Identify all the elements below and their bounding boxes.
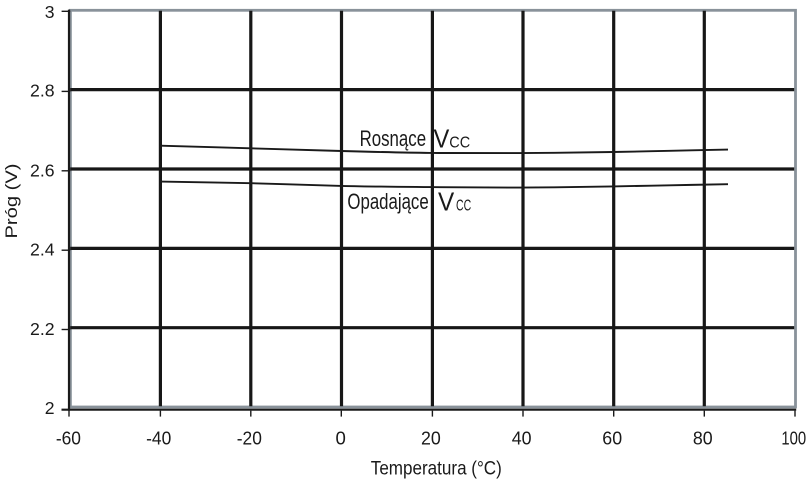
svg-text:Rosnące: Rosnące [360,126,427,151]
svg-text:2.2: 2.2 [30,319,55,339]
svg-text:CC: CC [449,134,470,151]
svg-text:0: 0 [336,428,346,449]
svg-text:2: 2 [45,398,55,418]
svg-text:100: 100 [781,428,806,449]
svg-text:2.6: 2.6 [30,160,55,180]
svg-text:40: 40 [512,428,532,449]
svg-text:V: V [438,186,455,216]
svg-text:CC: CC [456,197,471,214]
svg-text:80: 80 [693,428,713,449]
svg-text:Próg (V): Próg (V) [2,164,21,239]
svg-text:2.4: 2.4 [30,240,55,260]
svg-text:-40: -40 [146,428,171,449]
svg-text:2.8: 2.8 [30,81,55,101]
svg-text:3: 3 [45,2,55,22]
svg-text:-20: -20 [237,428,262,449]
svg-text:Temperatura (°C): Temperatura (°C) [371,459,502,480]
svg-text:Opadające: Opadające [347,189,428,214]
svg-text:-60: -60 [56,428,81,449]
svg-text:20: 20 [421,428,441,449]
svg-text:V: V [434,123,450,153]
svg-text:60: 60 [602,428,622,449]
